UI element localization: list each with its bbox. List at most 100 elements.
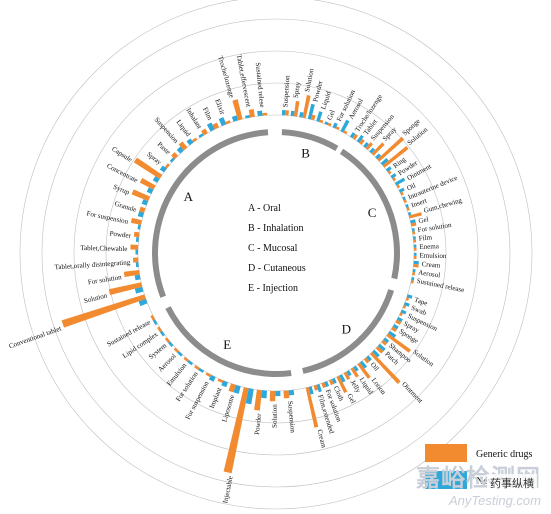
category-label: Tablet,orally disintegrating [54,258,131,271]
category-label: Capsule [110,145,133,164]
category-label: Spray [292,81,302,99]
bar-generic [403,199,408,204]
bar-new [221,380,228,388]
category-label: Tablet,Chewable [80,244,127,253]
bar-generic [133,157,163,179]
bar-new [405,203,409,208]
guide-circles [19,0,533,510]
category-label: Suspension [286,401,297,434]
category-label: Emulsion [419,252,446,261]
center-legend-b: B - Inhalation [248,223,304,234]
bar-generic [123,269,140,278]
center-legend: A - Oral B - Inhalation C - Mucosal D - … [248,203,306,294]
bar-generic [371,142,385,156]
category-label: Paste [156,140,172,156]
bar-generic [386,333,411,353]
bar-generic [194,365,200,371]
bar-new [411,227,415,232]
bar-generic [381,339,388,346]
bar-new [400,309,407,315]
bar-generic [254,389,262,411]
bar-new [383,337,390,344]
bar-generic [269,390,276,402]
bar-generic [232,99,243,121]
bar-generic [413,255,417,260]
bar-generic [248,109,255,118]
bar-new [206,122,215,132]
bar-new [152,176,160,183]
category-label: Cream [316,429,328,450]
bar-generic [413,247,417,251]
bar-generic [228,383,236,393]
bar-new [169,157,175,163]
guide-circle [105,82,447,424]
bar-new [245,388,254,405]
watermark-en: AnyTesting.com [448,493,541,508]
bar-new [406,294,413,299]
bar-new [316,111,323,122]
bar-new [233,385,241,394]
bar-generic [405,297,410,302]
bar-generic [335,126,340,130]
bar-new [208,374,216,382]
bar-new [135,262,139,268]
bar-new [407,211,412,216]
guide-circle [73,50,479,456]
bar-generic [217,378,224,383]
category-label: Solution [83,291,108,305]
bar-new [299,111,304,118]
category-label: Powder [253,412,263,435]
bar-new [324,381,330,388]
group-arc-c [339,148,400,280]
bar-new [388,330,397,338]
bar-generic [302,95,311,119]
bar-new [177,351,183,357]
center-legend-d: D - Cutaneous [248,263,306,274]
bar-generic [173,347,180,354]
bar-generic [359,138,365,145]
category-label: Film [201,106,214,122]
bar-new [375,153,382,160]
bar-new [331,377,337,384]
bar-new [159,165,167,173]
bar-new [275,390,281,397]
bar-new [168,341,174,347]
bar-new [137,224,141,230]
bar-new [366,355,372,362]
bar-new [380,158,389,166]
category-label: Implant [208,386,224,409]
category-label: Solution [411,348,435,369]
bar-new [340,119,350,133]
category-label: Injectable [221,475,234,504]
bar-new [176,146,184,154]
category-label: Cream [421,260,441,269]
bar-generic [410,280,414,284]
bar-generic [130,217,142,225]
bar-generic [285,110,289,116]
bar-new [281,110,286,116]
bar-new [261,390,267,399]
watermark-badge: 药事纵横 [487,474,537,492]
bar-generic [293,100,300,117]
bar-new [372,349,380,358]
bar-new [346,370,352,377]
bar-generic [262,112,268,116]
bar-new [135,249,139,255]
bar-new [307,103,315,120]
bar-new [290,110,295,117]
category-label: Suspension [153,116,181,145]
bar-new [134,274,141,281]
group-letter-d: D [342,322,351,337]
bar-generic [343,130,348,135]
bar-generic [313,384,319,391]
bar-new [308,386,314,395]
category-label: Enema [419,242,440,251]
category-label: Tape [413,296,428,308]
category-label: Gel [326,109,337,121]
bar-generic [212,122,220,130]
category-label: Oil [369,361,381,373]
category-label: Powder [109,230,132,240]
bar-new [186,138,194,146]
bar-generic [171,152,179,160]
category-label: Aerosol [418,268,441,279]
